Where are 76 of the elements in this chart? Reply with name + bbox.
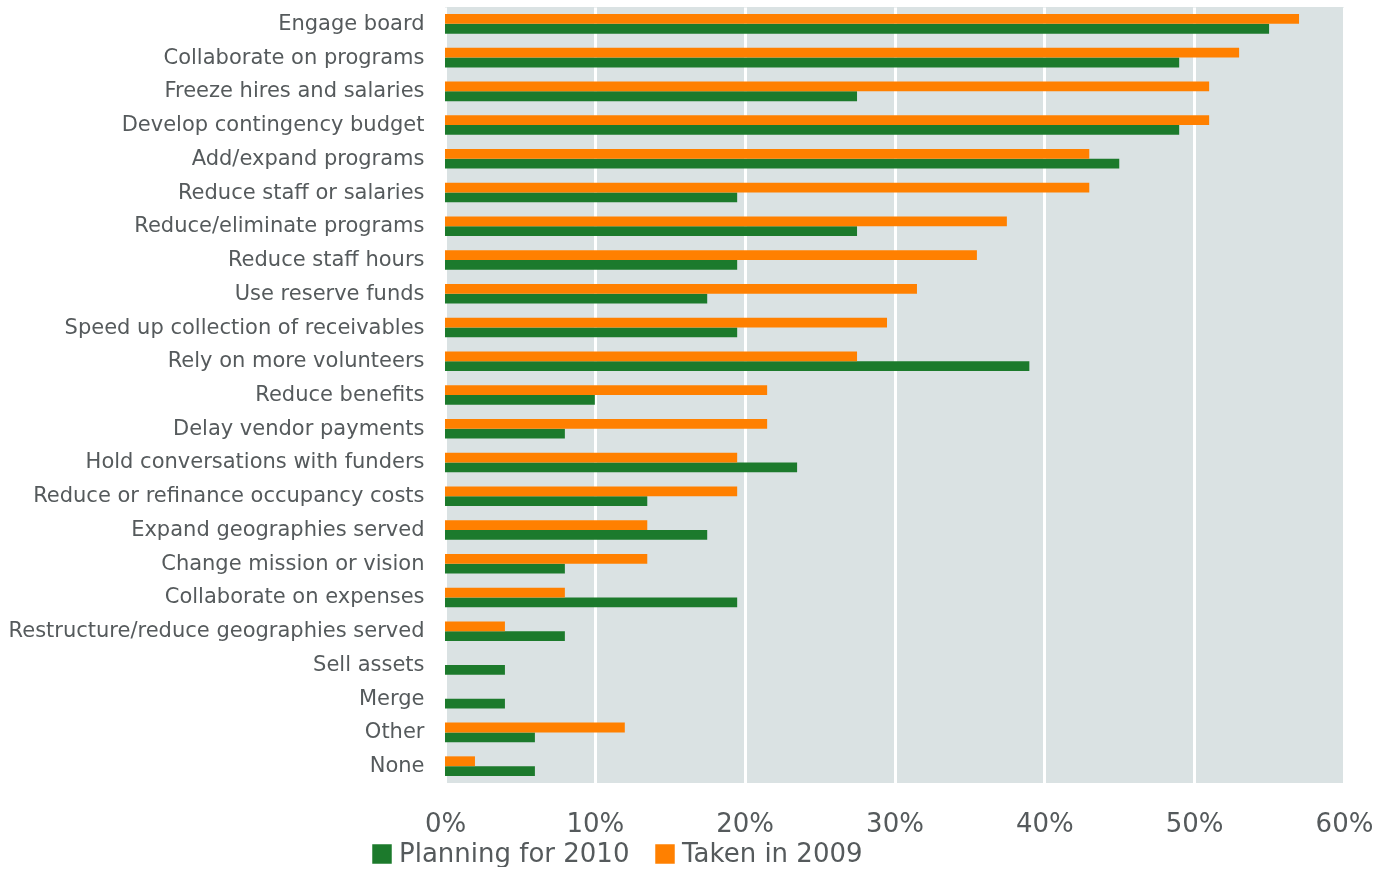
y-tick-label: Reduce staff hours [227,247,425,272]
bar [445,192,738,203]
bar [445,452,738,463]
bar [445,766,535,776]
bar [445,284,917,294]
y-tick-label: Collaborate on expenses [164,584,425,609]
y-tick-label: Reduce staff or salaries [177,179,425,204]
x-tick-label: 50% [1165,807,1224,838]
bar [445,158,1120,169]
bar [445,587,565,598]
bar [445,23,1270,34]
bar [445,125,1180,135]
bar [445,317,888,328]
y-tick-label: Collaborate on programs [163,44,425,69]
bar [445,621,505,632]
bar [445,732,535,743]
bar [445,226,858,237]
y-tick-label: Change mission or vision [161,550,425,575]
bar [445,149,1090,159]
bar [445,418,768,429]
y-tick-label: Restructure/reduce geographies served [8,618,425,643]
y-tick-label: Expand geographies served [131,516,425,541]
bar [445,361,1030,372]
bar [445,722,625,733]
y-tick-label: Speed up collection of receivables [64,314,425,339]
bar [445,631,565,641]
y-tick-label: Develop contingency budget [121,112,425,137]
bar [445,395,595,405]
bar [445,563,565,574]
bar [445,47,1240,58]
x-tick-label: 30% [866,807,924,838]
x-tick-label: 60% [1315,807,1374,838]
y-tick-label: Rely on more volunteers [167,348,425,373]
bar [445,385,768,395]
bar [445,351,858,362]
bar [445,216,1007,227]
y-tick-label: Use reserve funds [234,280,425,305]
y-tick-label: Hold conversations with funders [85,449,425,474]
bar [445,14,1300,24]
bar [445,81,1210,92]
bar [445,529,708,540]
y-tick-label: Add/expand programs [191,145,425,170]
bar [445,91,858,102]
bar [445,756,475,767]
y-tick-label: None [369,753,425,778]
bar [445,597,738,608]
bar [445,250,977,261]
y-tick-label: Reduce/eliminate programs [134,213,425,238]
y-tick-label: Freeze hires and salaries [164,78,425,103]
bar [445,57,1180,68]
bar [445,486,738,497]
bar [445,496,648,506]
y-tick-label: Delay vendor payments [172,415,425,440]
y-tick-label: Other [364,719,425,744]
bar [445,293,708,304]
legend-label: Taken in 2009 [681,838,863,868]
x-tick-label: 0% [424,807,467,838]
x-tick-label: 10% [566,807,625,838]
bar [445,115,1210,126]
bar [445,698,505,709]
bar [445,664,505,675]
bar [445,260,738,270]
bar [445,428,565,439]
y-tick-label: Reduce benefits [255,382,425,406]
bar [445,520,648,530]
y-tick-label: Reduce or refinance occupancy costs [33,483,425,508]
x-tick-label: 40% [1015,807,1074,838]
bar [445,553,648,564]
bar [445,462,798,473]
legend-label: Planning for 2010 [399,838,630,868]
y-tick-label: Engage board [278,10,425,35]
bar [445,327,738,338]
x-tick-label: 20% [716,807,775,838]
y-tick-label: Merge [358,685,425,710]
bar [445,182,1090,193]
y-tick-label: Sell assets [313,651,425,676]
